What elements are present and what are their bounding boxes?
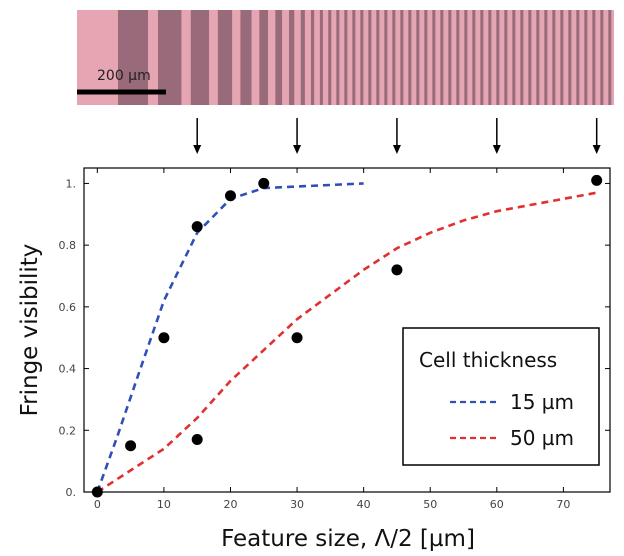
- micrograph-stripe: [472, 10, 476, 105]
- data-point: [224, 190, 236, 202]
- micrograph-stripe: [424, 10, 428, 105]
- micrograph-stripe: [259, 10, 269, 105]
- x-tick-label: 0: [94, 498, 101, 511]
- fit-curves: [96, 182, 597, 494]
- micrograph-stripe: [584, 10, 588, 105]
- data-point: [191, 221, 203, 233]
- legend-title: Cell thickness: [419, 348, 557, 372]
- micrograph-stripe: [432, 10, 436, 105]
- x-tick-label: 40: [357, 498, 371, 511]
- micrograph-stripe: [190, 10, 210, 105]
- micrograph-stripe: [328, 10, 332, 105]
- micrograph-stripe: [344, 10, 348, 105]
- x-tick-label: 30: [290, 498, 304, 511]
- micrograph-stripe: [496, 10, 500, 105]
- data-points: [91, 174, 603, 498]
- micrograph-stripe: [288, 10, 295, 105]
- micrograph-stripe: [300, 10, 305, 105]
- micrograph-stripe: [528, 10, 532, 105]
- micrograph-stripe: [275, 10, 283, 105]
- y-tick-label: 0.: [66, 486, 77, 499]
- position-arrow-head: [492, 145, 501, 154]
- micrograph-stripe: [456, 10, 460, 105]
- y-tick-label: 0.2: [59, 424, 77, 437]
- micrograph-stripe: [488, 10, 492, 105]
- micrograph-stripe: [544, 10, 548, 105]
- micrograph-stripe: [608, 10, 612, 105]
- micrograph-stripe: [319, 10, 323, 105]
- data-point: [125, 440, 137, 452]
- fit-curve-15um: [96, 182, 364, 493]
- micrograph-stripe: [448, 10, 452, 105]
- position-arrow-head: [293, 145, 302, 154]
- y-tick-label: 0.4: [59, 363, 77, 376]
- micrograph-stripe: [360, 10, 364, 105]
- position-arrows: [193, 118, 601, 154]
- micrograph-stripe: [368, 10, 372, 105]
- micrograph-stripe: [392, 10, 396, 105]
- micrograph-stripe: [480, 10, 484, 105]
- micrograph-stripe: [504, 10, 508, 105]
- micrograph-image: 200 µm: [77, 10, 614, 154]
- x-tick-label: 20: [223, 498, 237, 511]
- micrograph-stripe: [352, 10, 356, 105]
- micrograph-stripe: [440, 10, 444, 105]
- micrograph-stripe: [464, 10, 468, 105]
- position-arrow-head: [392, 145, 401, 154]
- data-point: [291, 332, 303, 344]
- fit-curve-50um: [96, 191, 597, 494]
- y-tick-label: 0.6: [59, 301, 77, 314]
- x-tick-label: 50: [423, 498, 437, 511]
- micrograph-stripe: [310, 10, 315, 105]
- micrograph-stripe: [512, 10, 516, 105]
- micrograph-stripe: [384, 10, 388, 105]
- x-tick-label: 60: [490, 498, 504, 511]
- y-axis-ticks: 0. 0.2 0.4 0.6 0.8 1.: [59, 177, 610, 499]
- legend-box: [402, 327, 600, 466]
- micrograph-stripe: [592, 10, 596, 105]
- scale-bar-label: 200 µm: [97, 68, 151, 84]
- micrograph-stripe: [576, 10, 580, 105]
- data-point: [91, 486, 103, 498]
- y-axis-label: Fringe visibility: [17, 244, 43, 417]
- micrograph-stripe: [240, 10, 252, 105]
- micrograph-stripe: [560, 10, 564, 105]
- micrograph-stripes: [118, 10, 612, 105]
- position-arrow-head: [592, 145, 601, 154]
- x-tick-label: 70: [556, 498, 570, 511]
- data-point: [158, 332, 170, 344]
- micrograph-stripe: [416, 10, 420, 105]
- micrograph-stripe: [217, 10, 233, 105]
- micrograph-stripe: [158, 10, 182, 105]
- micrograph-stripe: [400, 10, 404, 105]
- data-point: [391, 264, 403, 276]
- micrograph-stripe: [376, 10, 380, 105]
- data-point: [191, 434, 203, 446]
- micrograph-stripe: [552, 10, 556, 105]
- position-arrow-head: [193, 145, 202, 154]
- x-axis-ticks: 0 10 20 30 40 50 60 70: [94, 168, 570, 511]
- micrograph-stripe: [568, 10, 572, 105]
- x-tick-label: 10: [157, 498, 171, 511]
- micrograph-stripe: [118, 10, 148, 105]
- micrograph-stripe: [408, 10, 412, 105]
- y-tick-label: 1.: [66, 177, 77, 190]
- legend: Cell thickness 15 µm 50 µm: [402, 327, 600, 466]
- micrograph-stripe: [536, 10, 540, 105]
- data-point: [258, 177, 270, 189]
- legend-label-50um: 50 µm: [510, 426, 574, 450]
- plot-frame: [83, 167, 611, 493]
- x-axis-label: Feature size, Λ/2 [µm]: [221, 526, 475, 552]
- data-point: [591, 174, 603, 186]
- micrograph-stripe: [600, 10, 604, 105]
- micrograph-stripe: [520, 10, 524, 105]
- y-tick-label: 0.8: [59, 239, 77, 252]
- legend-label-15um: 15 µm: [510, 390, 574, 414]
- micrograph-stripe: [336, 10, 340, 105]
